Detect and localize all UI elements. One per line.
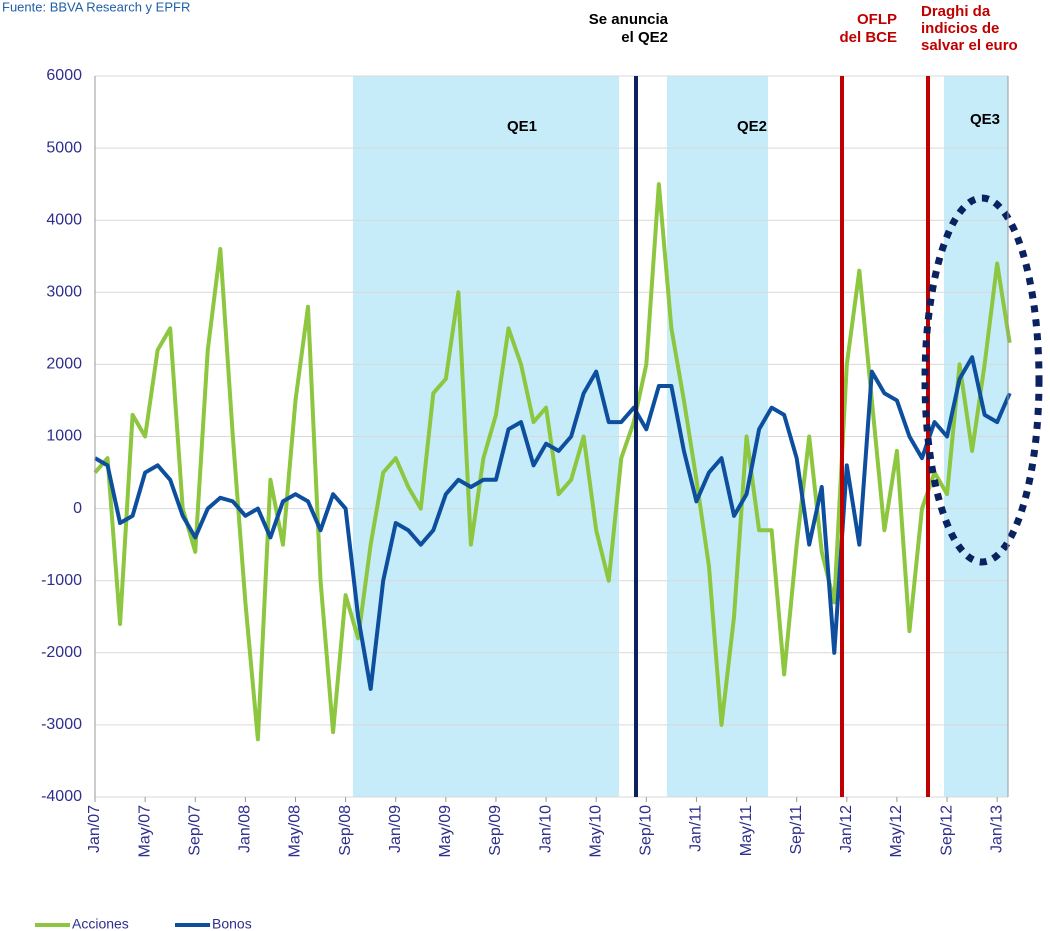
- legend-label: Acciones: [72, 916, 129, 931]
- annotation: indicios de: [921, 20, 999, 37]
- x-tick-label: Jan/09: [387, 805, 404, 853]
- annotation: Draghi da: [921, 3, 991, 20]
- x-tick-label: May/11: [738, 805, 755, 856]
- y-tick-label: 3000: [46, 284, 82, 301]
- x-tick-label: Jan/11: [688, 805, 705, 852]
- annotation: el QE2: [621, 29, 668, 46]
- annotation: del BCE: [839, 29, 897, 46]
- y-tick-label: 6000: [46, 67, 82, 84]
- highlight-ellipse: [921, 194, 1043, 566]
- y-tick-label: -4000: [41, 788, 82, 805]
- source: Fuente: BBVA Research y EPFR: [2, 0, 190, 14]
- x-tick-label: Jan/12: [838, 805, 855, 853]
- x-tick-label: Sep/07: [186, 805, 203, 856]
- x-tick-label: May/12: [888, 805, 905, 858]
- series-line: [94, 355, 1012, 691]
- x-tick-label: May/08: [287, 805, 304, 858]
- y-tick-label: 1000: [46, 428, 82, 445]
- annotation: Se anuncia: [589, 11, 669, 28]
- region-label: QE3: [970, 111, 1000, 128]
- y-tick-label: 2000: [46, 356, 82, 373]
- x-tick-label: Sep/11: [788, 805, 805, 855]
- annotation: OFLP: [857, 11, 897, 28]
- y-tick-label: 0: [73, 500, 82, 517]
- legend-label: Bonos: [212, 916, 252, 931]
- x-tick-label: Jan/10: [537, 805, 554, 853]
- x-tick-label: Jan/07: [86, 805, 103, 853]
- x-tick-label: Jan/08: [237, 805, 254, 853]
- x-tick-label: May/09: [437, 805, 454, 858]
- x-tick-label: Jan/13: [988, 805, 1005, 853]
- x-tick-label: Sep/10: [638, 805, 655, 856]
- x-tick-label: May/10: [587, 805, 604, 858]
- x-tick-label: Sep/08: [337, 805, 354, 856]
- y-tick-label: 4000: [46, 211, 82, 228]
- y-tick-label: -3000: [41, 716, 82, 733]
- region-label: QE1: [507, 118, 537, 135]
- x-tick-label: Sep/12: [938, 805, 955, 856]
- y-tick-label: -2000: [41, 644, 82, 661]
- x-tick-label: Sep/09: [487, 805, 504, 856]
- region-label: QE2: [737, 118, 767, 135]
- x-tick-label: May/07: [136, 805, 153, 858]
- y-tick-label: 5000: [46, 139, 82, 156]
- annotation: salvar el euro: [921, 37, 1018, 54]
- series-line: [93, 182, 1012, 742]
- y-tick-label: -1000: [41, 572, 82, 589]
